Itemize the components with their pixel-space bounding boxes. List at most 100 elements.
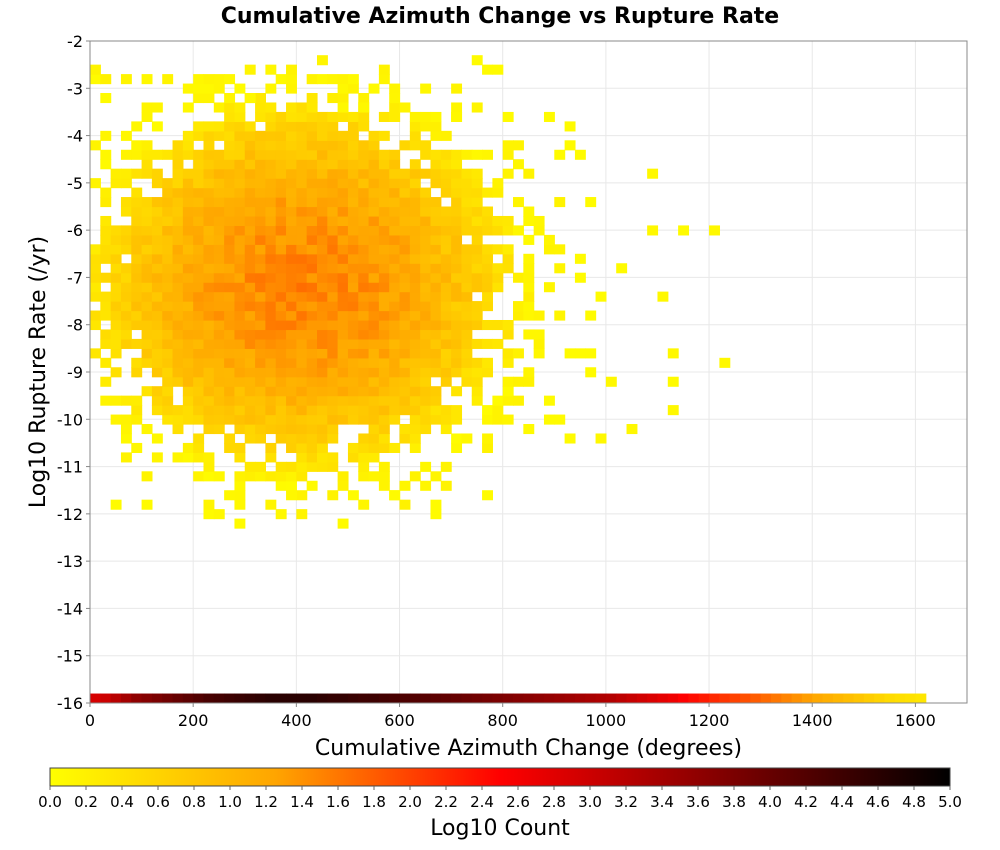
heatmap-cell bbox=[224, 121, 236, 132]
heatmap-cell bbox=[316, 452, 328, 463]
y-tick-label: -11 bbox=[57, 458, 83, 477]
heatmap-cell bbox=[120, 282, 132, 293]
heatmap-cell bbox=[420, 424, 432, 435]
heatmap-cell bbox=[172, 338, 184, 349]
heatmap-cell bbox=[368, 424, 380, 435]
zero-rate-cell bbox=[193, 693, 205, 703]
heatmap-cell bbox=[286, 338, 297, 349]
heatmap-cell bbox=[120, 234, 132, 245]
heatmap-cell bbox=[100, 130, 112, 141]
zero-rate-cell bbox=[420, 693, 432, 703]
heatmap-cell bbox=[471, 178, 483, 189]
heatmap-cell bbox=[265, 102, 277, 113]
heatmap-cell bbox=[358, 159, 370, 170]
zero-rate-cell bbox=[244, 693, 256, 703]
heatmap-cell bbox=[275, 206, 287, 217]
heatmap-cell bbox=[234, 518, 246, 529]
heatmap-cell bbox=[471, 338, 483, 349]
heatmap-cell bbox=[389, 291, 401, 302]
heatmap-cell bbox=[275, 480, 287, 491]
heatmap-cell bbox=[533, 310, 545, 321]
heatmap-cell bbox=[492, 282, 504, 293]
heatmap-cell bbox=[131, 234, 143, 245]
heatmap-cell bbox=[244, 253, 256, 264]
heatmap-cell bbox=[286, 348, 297, 359]
heatmap-cell bbox=[286, 461, 297, 472]
heatmap-cell bbox=[368, 433, 380, 444]
heatmap-cell bbox=[471, 215, 483, 227]
heatmap-cell bbox=[244, 197, 256, 208]
heatmap-cell bbox=[358, 319, 370, 331]
heatmap-cell bbox=[347, 263, 359, 274]
heatmap-cell bbox=[327, 301, 339, 312]
heatmap-cell bbox=[327, 178, 339, 189]
heatmap-cell bbox=[327, 187, 339, 198]
heatmap-cell bbox=[193, 357, 205, 368]
heatmap-cell bbox=[182, 187, 194, 198]
heatmap-cell bbox=[296, 424, 308, 435]
heatmap-cell bbox=[265, 319, 277, 331]
zero-rate-cell bbox=[306, 693, 318, 703]
heatmap-cell bbox=[358, 121, 370, 132]
heatmap-cell bbox=[203, 253, 215, 264]
heatmap-cell bbox=[90, 253, 101, 264]
heatmap-cell bbox=[347, 405, 359, 416]
heatmap-cell bbox=[275, 301, 287, 312]
heatmap-cell bbox=[172, 168, 184, 179]
heatmap-cell bbox=[275, 424, 287, 435]
heatmap-cell bbox=[430, 386, 442, 397]
heatmap-cell bbox=[420, 414, 432, 425]
heatmap-cell bbox=[420, 111, 432, 122]
heatmap-cell bbox=[399, 225, 411, 236]
heatmap-cell bbox=[265, 338, 277, 349]
heatmap-cell bbox=[533, 348, 545, 359]
heatmap-cell bbox=[296, 102, 308, 113]
heatmap-cell bbox=[451, 319, 463, 331]
heatmap-cell bbox=[461, 348, 473, 359]
heatmap-cell bbox=[461, 319, 473, 331]
heatmap-cell bbox=[213, 301, 225, 312]
heatmap-cell bbox=[316, 206, 328, 217]
zero-rate-cell bbox=[110, 693, 122, 703]
heatmap-cell bbox=[358, 461, 370, 472]
heatmap-cell bbox=[399, 168, 411, 179]
heatmap-cell bbox=[255, 319, 266, 331]
heatmap-cell bbox=[286, 319, 297, 331]
heatmap-cell bbox=[420, 338, 432, 349]
heatmap-cell bbox=[162, 263, 174, 274]
heatmap-cell bbox=[286, 197, 297, 208]
heatmap-cell bbox=[203, 74, 215, 85]
colorbar-tick-label: 2.8 bbox=[542, 793, 566, 811]
heatmap-cell bbox=[275, 215, 287, 227]
heatmap-cell bbox=[378, 329, 390, 340]
heatmap-cell bbox=[430, 197, 442, 208]
heatmap-cell bbox=[244, 395, 256, 406]
heatmap-cell bbox=[182, 452, 194, 463]
heatmap-cell bbox=[347, 414, 359, 425]
heatmap-cell bbox=[275, 272, 287, 283]
heatmap-cell bbox=[389, 414, 401, 425]
heatmap-cell bbox=[110, 291, 122, 302]
heatmap-cell bbox=[337, 376, 349, 387]
heatmap-cell bbox=[451, 215, 463, 227]
heatmap-cell bbox=[265, 263, 277, 274]
x-tick-label: 800 bbox=[487, 711, 518, 730]
heatmap-cell bbox=[255, 424, 266, 435]
heatmap-cell bbox=[286, 225, 297, 236]
heatmap-cell bbox=[234, 130, 246, 141]
heatmap-cell bbox=[265, 367, 277, 378]
y-axis-ticks: -2-3-4-5-6-7-8-9-10-11-12-13-14-15-16 bbox=[57, 32, 90, 713]
heatmap-cell bbox=[255, 433, 266, 444]
heatmap-cell bbox=[162, 272, 174, 283]
heatmap-cell bbox=[451, 310, 463, 321]
heatmap-cell bbox=[255, 93, 266, 104]
heatmap-cell bbox=[337, 168, 349, 179]
heatmap-cell bbox=[389, 282, 401, 293]
heatmap-cell bbox=[368, 206, 380, 217]
heatmap-cell bbox=[347, 310, 359, 321]
heatmap-cell bbox=[523, 301, 535, 312]
colorbar-tick-label: 1.4 bbox=[290, 793, 314, 811]
heatmap-cell bbox=[316, 461, 328, 472]
heatmap-cell bbox=[244, 348, 256, 359]
y-tick-label: -4 bbox=[67, 127, 83, 146]
